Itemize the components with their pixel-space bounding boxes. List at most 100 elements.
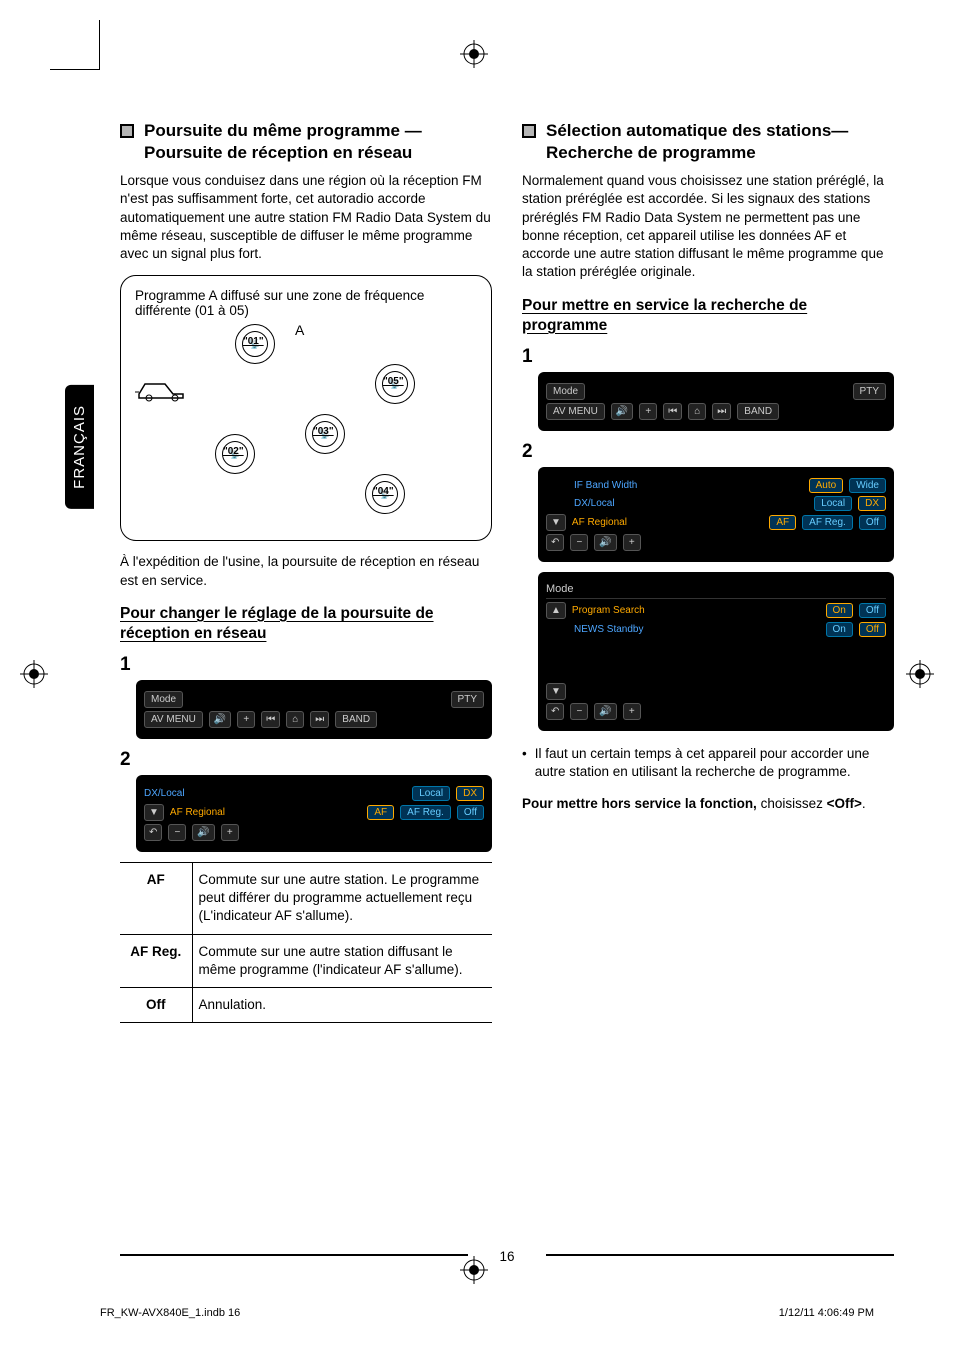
dxlocal-label: DX/Local (144, 788, 406, 799)
panel-header-mode: Mode (546, 583, 574, 595)
opt-local: Local (814, 496, 852, 511)
left-heading: Poursuite du même programme —Poursuite d… (144, 120, 492, 164)
minus-icon: − (168, 824, 186, 841)
mode-button: Mode (546, 383, 585, 400)
print-footer: FR_KW-AVX840E_1.indb 16 1/12/11 4:06:49 … (100, 1307, 874, 1319)
plus-icon: + (237, 711, 255, 728)
pty-button: PTY (451, 691, 484, 708)
left-column: Poursuite du même programme —Poursuite d… (120, 120, 492, 1023)
vol-icon: 🔊 (594, 703, 616, 720)
right-column: Sélection automatique des stations—Reche… (522, 120, 894, 1023)
tower-02-label: "02" (223, 446, 244, 457)
left-step-2: 2 (120, 749, 492, 771)
news-standby-label: NEWS Standby (574, 624, 820, 635)
car-icon (135, 374, 187, 402)
next-icon: ⏭ (310, 711, 329, 728)
right-panel-1: Mode PTY AV MENU 🔊 + ⏮ ⌂ ⏭ BAND (538, 372, 894, 431)
table-key: AF (120, 863, 192, 935)
opt-afreg: AF Reg. (802, 515, 853, 530)
mode-button: Mode (144, 691, 183, 708)
table-row: Off Annulation. (120, 988, 492, 1023)
vol-icon: 🔊 (192, 824, 214, 841)
plus-icon: + (623, 534, 641, 551)
right-step-1: 1 (522, 346, 894, 368)
afregional-label: AF Regional (170, 807, 361, 818)
ifband-label: IF Band Width (574, 480, 803, 491)
opt-off: Off (859, 603, 886, 618)
right-step-2: 2 (522, 441, 894, 463)
table-row: AF Reg. Commute sur une autre station di… (120, 934, 492, 987)
back-icon: ↶ (546, 703, 564, 720)
prev-icon: ⏮ (663, 403, 682, 420)
table-key: AF Reg. (120, 934, 192, 987)
opt-on: On (826, 603, 853, 618)
up-arrow-icon: ▲ (546, 602, 566, 619)
left-subheading: Pour changer le réglage de la poursuite … (120, 604, 492, 644)
left-step-1: 1 (120, 654, 492, 676)
tower-01-label: "01" (243, 336, 264, 347)
down-arrow-icon: ▼ (546, 683, 566, 700)
off-note-bold: Pour mettre hors service la fonction, (522, 796, 757, 811)
language-tab: FRANÇAIS (65, 385, 94, 509)
footer-right: 1/12/11 4:06:49 PM (779, 1307, 874, 1319)
afregional-label: AF Regional (572, 517, 763, 528)
left-intro: Lorsque vous conduisez dans une région o… (120, 172, 492, 263)
vol-icon: 🔊 (209, 711, 231, 728)
table-key: Off (120, 988, 192, 1023)
down-arrow-icon: ▼ (546, 514, 566, 531)
opt-off: Off (457, 805, 484, 820)
right-panel-2a: IF Band Width Auto Wide DX/Local Local D… (538, 467, 894, 562)
left-panel-1: Mode PTY AV MENU 🔊 + ⏮ ⌂ ⏭ BAND (136, 680, 492, 739)
footer-left: FR_KW-AVX840E_1.indb 16 (100, 1307, 240, 1319)
minus-icon: − (570, 703, 588, 720)
back-icon: ↶ (144, 824, 162, 841)
band-button: BAND (737, 403, 779, 420)
plus-icon: + (623, 703, 641, 720)
right-note: • Il faut un certain temps à cet apparei… (522, 745, 894, 781)
factory-note: À l'expédition de l'usine, la poursuite … (120, 553, 492, 589)
settings-table: AF Commute sur une autre station. Le pro… (120, 862, 492, 1023)
plus-icon: + (221, 824, 239, 841)
table-value: Commute sur une autre station. Le progra… (192, 863, 492, 935)
home-icon: ⌂ (688, 403, 706, 420)
registration-mark-left (20, 660, 48, 688)
opt-on: On (826, 622, 853, 637)
avmenu-button: AV MENU (546, 403, 605, 420)
registration-mark-right (906, 660, 934, 688)
left-panel-2: DX/Local Local DX ▼ AF Regional AF AF Re… (136, 775, 492, 852)
right-subheading: Pour mettre en service la recherche de p… (522, 296, 894, 336)
vol-icon: 🔊 (594, 534, 616, 551)
page-content: FRANÇAIS Poursuite du même programme —Po… (120, 120, 894, 1264)
table-value: Commute sur une autre station diffusant … (192, 934, 492, 987)
tower-05-label: "05" (383, 376, 404, 387)
program-search-label: Program Search (572, 605, 820, 616)
opt-off: Off (859, 622, 886, 637)
crop-mark (50, 20, 100, 70)
off-note: Pour mettre hors service la fonction, ch… (522, 795, 894, 814)
opt-wide: Wide (849, 478, 886, 493)
table-row: AF Commute sur une autre station. Le pro… (120, 863, 492, 935)
opt-local: Local (412, 786, 450, 801)
diagram-marker-a: A (295, 322, 304, 338)
band-button: BAND (335, 711, 377, 728)
page-rule (120, 1254, 468, 1256)
opt-auto: Auto (809, 478, 844, 493)
bullet-icon: • (522, 745, 527, 781)
off-note-text: choisissez (757, 796, 827, 811)
section-bullet-icon (522, 124, 536, 138)
home-icon: ⌂ (286, 711, 304, 728)
dxlocal-label: DX/Local (574, 498, 808, 509)
next-icon: ⏭ (712, 403, 731, 420)
off-note-period: . (862, 796, 866, 811)
pty-button: PTY (853, 383, 886, 400)
back-icon: ↶ (546, 534, 564, 551)
opt-af: AF (769, 515, 796, 530)
registration-mark-top (460, 40, 488, 68)
minus-icon: − (570, 534, 588, 551)
down-arrow-icon: ▼ (144, 804, 164, 821)
opt-afreg: AF Reg. (400, 805, 451, 820)
section-bullet-icon (120, 124, 134, 138)
avmenu-button: AV MENU (144, 711, 203, 728)
page-rule (546, 1254, 894, 1256)
opt-dx: DX (456, 786, 484, 801)
